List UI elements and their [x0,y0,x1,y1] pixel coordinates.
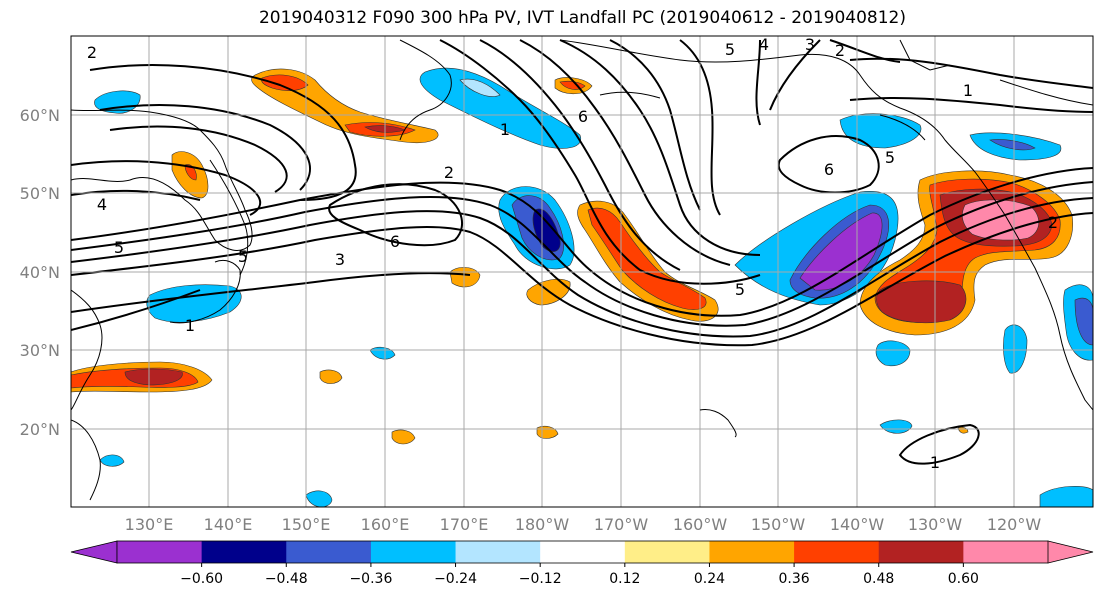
contour-label: 5 [238,247,248,266]
map-border [70,35,1094,508]
lat-label: 20°N [20,420,60,439]
coastline-layer [71,39,1093,501]
colorbar-tick-label: 0.12 [609,571,640,587]
colorbar-tick-label: −0.48 [265,571,308,587]
colorbar-swatch [370,541,457,563]
colorbar-frame [116,540,1049,564]
map-title: 2019040312 F090 300 hPa PV, IVT Landfall… [258,8,906,28]
contour-label: 5 [114,238,124,257]
colorbar-tick-label: −0.60 [180,571,223,587]
contour-label: 2 [87,43,97,62]
contour-label: 4 [97,195,107,214]
colorbar-extend-max [1047,540,1094,564]
colorbar-extend-min [70,540,118,564]
colorbar-swatch [455,541,541,563]
colorbar-swatch [878,541,964,563]
colorbar-swatch [286,541,372,563]
colorbar: −0.60 −0.48 −0.36 −0.24 −0.12 0.12 0.24 0.36 0.4… [70,540,1094,587]
contour-label: 2 [444,163,454,182]
colorbar-swatch [794,541,880,563]
contour-label: 4 [759,35,769,54]
lat-label: 60°N [20,106,60,125]
lon-label: 180°W [515,515,570,534]
longitude-labels: 130°E 140°E 150°E 160°E 170°E 180°W 170°… [125,515,1042,534]
lon-label: 170°W [594,515,649,534]
pv-contour-layer [71,39,1093,465]
colorbar-swatch [117,541,203,563]
contour-label: 2 [1048,213,1058,232]
contour-label: 3 [805,35,815,54]
lat-label: 30°N [20,341,60,360]
contour-label: 3 [335,250,345,269]
graticule [71,36,1093,507]
colorbar-tick-label: 0.60 [948,571,979,587]
contour-label: 5 [885,148,895,167]
contour-label-layer: 2 4 5 3 6 2 1 6 5 4 3 2 1 5 6 2 5 1 1 5 [87,35,1058,472]
colorbar-swatch [709,541,795,563]
contour-label: 1 [963,81,973,100]
lon-label: 140°E [204,515,253,534]
contour-label: 6 [390,232,400,251]
colorbar-swatch [963,541,1049,563]
colorbar-tick-label: 0.48 [863,571,894,587]
colorbar-tick-label: −0.36 [349,571,392,587]
colorbar-tick-label: 0.36 [779,571,810,587]
lon-label: 120°W [987,515,1042,534]
latitude-labels: 60°N 50°N 40°N 30°N 20°N [20,106,60,439]
colorbar-tick-label: −0.12 [519,571,562,587]
contour-label: 1 [930,453,940,472]
lon-label: 130°E [125,515,174,534]
colorbar-swatch [201,541,287,563]
lon-label: 140°W [830,515,885,534]
contour-label: 5 [725,40,735,59]
lon-label: 170°E [440,515,489,534]
colorbar-tick-label: −0.24 [434,571,477,587]
contour-label: 5 [735,280,745,299]
contour-label: 1 [185,316,195,335]
lat-label: 50°N [20,184,60,203]
lon-label: 150°E [282,515,331,534]
contour-label: 6 [824,160,834,179]
contour-label: 1 [500,120,510,139]
lon-label: 150°W [751,515,806,534]
lon-label: 130°W [908,515,963,534]
colorbar-tick-label: 0.24 [694,571,725,587]
colorbar-swatch [540,541,626,563]
contour-label: 6 [578,107,588,126]
lat-label: 40°N [20,263,60,282]
lon-label: 160°W [673,515,728,534]
contour-label: 2 [835,41,845,60]
lon-label: 160°E [361,515,410,534]
colorbar-swatch [624,541,710,563]
